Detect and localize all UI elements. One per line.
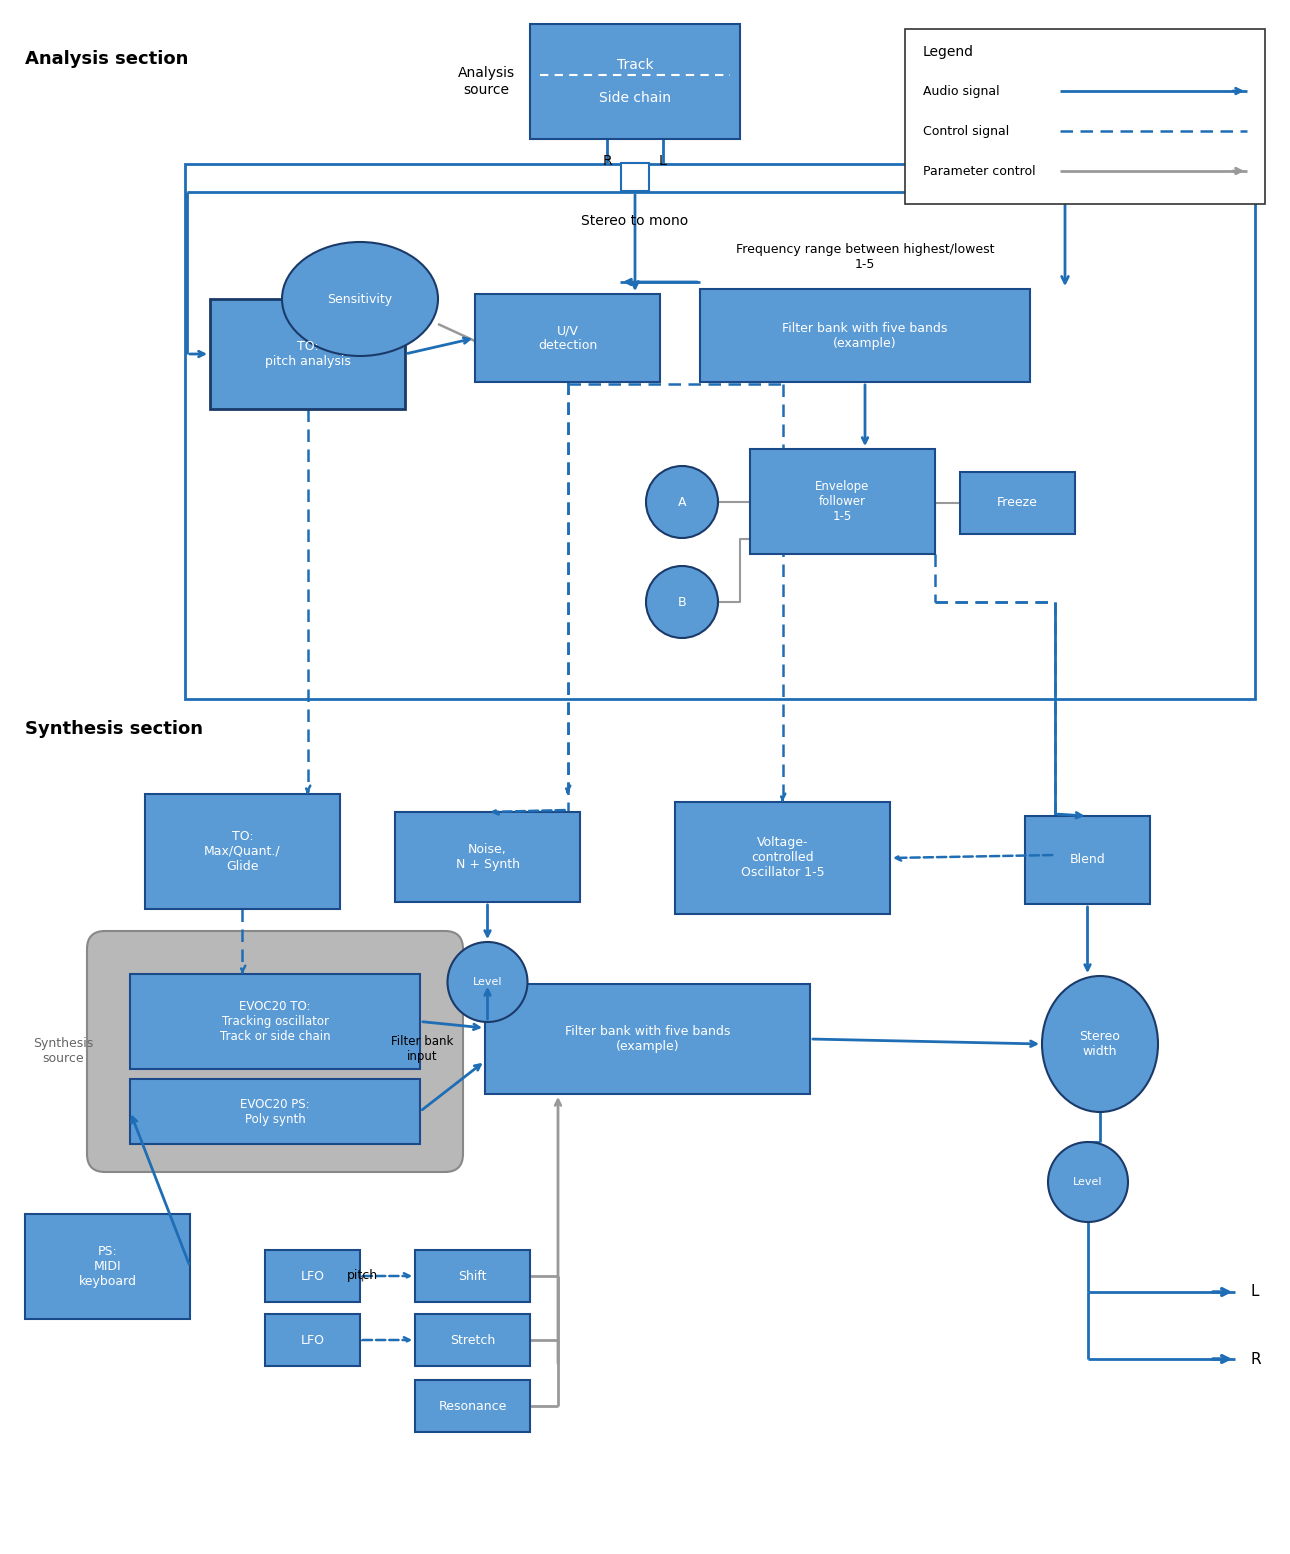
FancyBboxPatch shape: [960, 472, 1075, 535]
Text: Envelope
follower
1-5: Envelope follower 1-5: [815, 480, 869, 524]
FancyBboxPatch shape: [130, 1078, 421, 1144]
Text: Synthesis
source: Synthesis source: [32, 1038, 93, 1066]
Text: pitch: pitch: [347, 1270, 378, 1282]
Text: R: R: [602, 154, 611, 168]
Ellipse shape: [1042, 976, 1158, 1113]
Text: Stereo to mono: Stereo to mono: [582, 214, 689, 228]
Text: Analysis
source: Analysis source: [458, 67, 515, 96]
Text: Stereo
width: Stereo width: [1080, 1030, 1121, 1058]
FancyBboxPatch shape: [395, 813, 580, 901]
FancyBboxPatch shape: [485, 984, 810, 1094]
Text: A: A: [677, 496, 686, 508]
Text: PS:
MIDI
keyboard: PS: MIDI keyboard: [79, 1245, 137, 1288]
Text: Audio signal: Audio signal: [924, 84, 1000, 98]
Bar: [184, 165, 1255, 699]
Text: Analysis section: Analysis section: [25, 50, 188, 68]
FancyBboxPatch shape: [144, 794, 341, 909]
Text: Sensitivity: Sensitivity: [328, 292, 392, 306]
Ellipse shape: [283, 242, 439, 356]
FancyBboxPatch shape: [675, 802, 890, 914]
Text: L: L: [659, 154, 667, 168]
Text: Freeze: Freeze: [997, 496, 1038, 510]
FancyBboxPatch shape: [415, 1249, 530, 1302]
Text: Control signal: Control signal: [924, 124, 1009, 137]
Text: Track

Side chain: Track Side chain: [599, 59, 671, 104]
FancyBboxPatch shape: [415, 1380, 530, 1431]
Text: LFO: LFO: [301, 1270, 325, 1282]
FancyBboxPatch shape: [415, 1315, 530, 1366]
Ellipse shape: [646, 566, 719, 639]
Text: Shift: Shift: [458, 1270, 486, 1282]
Text: EVOC20 PS:
Poly synth: EVOC20 PS: Poly synth: [240, 1097, 310, 1125]
Text: Filter bank with five bands
(example): Filter bank with five bands (example): [565, 1026, 730, 1054]
Text: Voltage-
controlled
Oscillator 1-5: Voltage- controlled Oscillator 1-5: [740, 836, 824, 880]
Text: Parameter control: Parameter control: [924, 165, 1036, 177]
Text: Level: Level: [1073, 1176, 1103, 1187]
Text: Synthesis section: Synthesis section: [25, 720, 203, 738]
Ellipse shape: [646, 466, 719, 538]
Text: Blend: Blend: [1069, 853, 1106, 867]
FancyBboxPatch shape: [130, 974, 421, 1069]
FancyBboxPatch shape: [264, 1315, 360, 1366]
Ellipse shape: [1047, 1142, 1127, 1221]
FancyBboxPatch shape: [749, 449, 935, 553]
Text: LFO: LFO: [301, 1333, 325, 1346]
Text: Frequency range between highest/lowest
1-5: Frequency range between highest/lowest 1…: [735, 242, 995, 270]
FancyBboxPatch shape: [700, 289, 1029, 382]
FancyBboxPatch shape: [86, 931, 463, 1172]
Ellipse shape: [448, 942, 528, 1023]
Text: Level: Level: [472, 977, 502, 987]
FancyBboxPatch shape: [1026, 816, 1149, 904]
Text: U/V
detection: U/V detection: [538, 323, 597, 353]
Text: Legend: Legend: [924, 45, 974, 59]
FancyBboxPatch shape: [264, 1249, 360, 1302]
Text: B: B: [677, 595, 686, 609]
Text: TO:
pitch analysis: TO: pitch analysis: [264, 340, 351, 368]
FancyBboxPatch shape: [906, 30, 1265, 204]
FancyBboxPatch shape: [475, 294, 660, 382]
FancyBboxPatch shape: [210, 298, 405, 409]
Text: Resonance: Resonance: [439, 1400, 507, 1413]
Text: Filter bank
input: Filter bank input: [391, 1035, 453, 1063]
Bar: [620, 163, 649, 191]
Text: TO:
Max/Quant./
Glide: TO: Max/Quant./ Glide: [204, 830, 281, 873]
Text: Filter bank with five bands
(example): Filter bank with five bands (example): [782, 322, 948, 350]
Text: R: R: [1250, 1352, 1260, 1366]
Text: Stretch: Stretch: [450, 1333, 495, 1346]
Text: L: L: [1250, 1285, 1259, 1299]
Text: EVOC20 TO:
Tracking oscillator
Track or side chain: EVOC20 TO: Tracking oscillator Track or …: [219, 1001, 330, 1043]
Text: Noise,
N + Synth: Noise, N + Synth: [455, 842, 520, 870]
FancyBboxPatch shape: [530, 23, 740, 138]
FancyBboxPatch shape: [25, 1214, 190, 1319]
